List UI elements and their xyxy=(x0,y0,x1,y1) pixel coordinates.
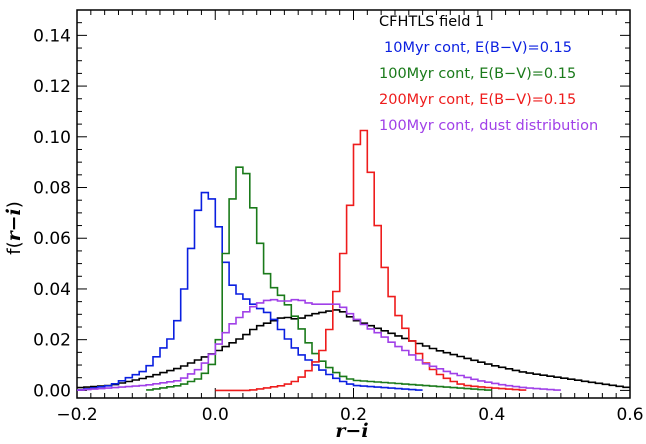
x-tick-label: 0.4 xyxy=(478,405,505,425)
x-axis: −0.2 0.0 0.2 0.4 0.6 xyxy=(56,10,644,425)
y-tick-label: 0.14 xyxy=(33,26,71,46)
y-axis-label: f(r−i) xyxy=(3,201,25,255)
legend-entry-5: 100Myr cont, dust distribution xyxy=(379,118,598,134)
y-axis: 0.00 0.02 0.04 0.06 0.08 0.10 0.12 0.14 xyxy=(33,9,630,401)
legend: CFHTLS field 1 10Myr cont, E(B−V)=0.15 100… xyxy=(379,14,598,134)
legend-entry-2: 10Myr cont, E(B−V)=0.15 xyxy=(384,40,572,56)
y-tick-label: 0.12 xyxy=(33,77,71,97)
x-tick-label: 0.6 xyxy=(616,405,643,425)
y-axis-label-var: r−i xyxy=(3,208,25,241)
series-line-4 xyxy=(215,129,527,392)
x-tick-label: −0.2 xyxy=(56,405,97,425)
y-axis-label-prefix: f( xyxy=(4,241,25,254)
legend-entry-1: CFHTLS field 1 xyxy=(379,14,484,30)
x-axis-label: r−i xyxy=(335,420,368,442)
y-tick-label: 0.08 xyxy=(33,179,71,199)
y-tick-label: 0.10 xyxy=(33,128,71,148)
series-layer xyxy=(77,129,630,392)
x-tick-label: 0.2 xyxy=(340,405,367,425)
y-tick-label: 0.06 xyxy=(33,229,71,249)
legend-entry-4: 200Myr cont, E(B−V)=0.15 xyxy=(379,92,576,108)
y-tick-label: 0.02 xyxy=(33,331,71,351)
y-tick-label: 0.00 xyxy=(33,381,71,401)
legend-entry-3: 100Myr cont, E(B−V)=0.15 xyxy=(379,66,576,82)
y-axis-label-suffix: ) xyxy=(4,201,25,208)
series-line-2 xyxy=(77,191,423,391)
x-tick-label: 0.0 xyxy=(202,405,229,425)
series-line-5 xyxy=(77,298,561,391)
y-tick-label: 0.04 xyxy=(33,280,71,300)
